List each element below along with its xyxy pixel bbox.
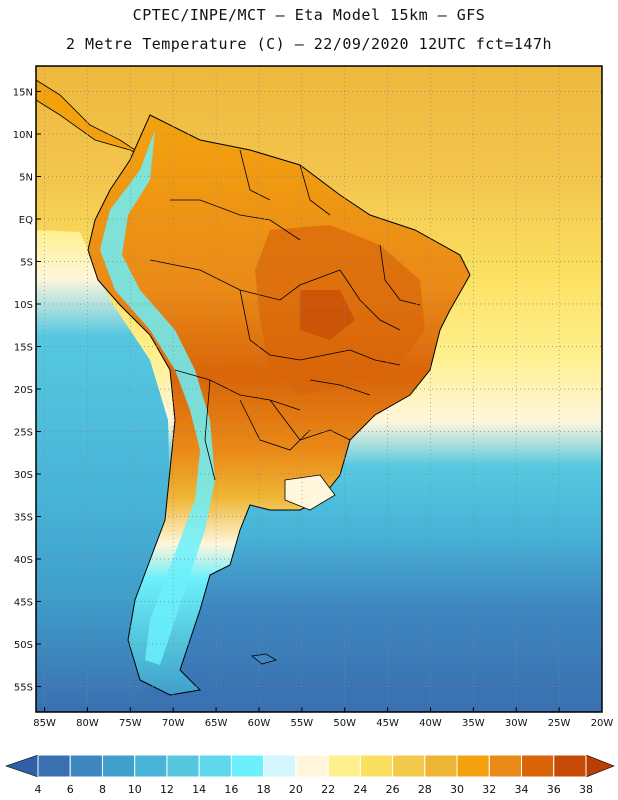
colorbar-labels: 4 6 8 10 12 14 16 18 20 22 24 26 28 30 32 34 36 38 — [35, 783, 594, 796]
colorbar-label: 14 — [192, 783, 206, 796]
colorbar-swatch — [134, 754, 168, 778]
colorbar-swatch — [166, 754, 200, 778]
falkland-islands — [251, 653, 277, 665]
colorbar-label: 24 — [353, 783, 367, 796]
colorbar-label: 16 — [224, 783, 238, 796]
colorbar-swatch — [424, 754, 458, 778]
lon-label: 70W — [162, 718, 185, 729]
map-title-line-1: CPTEC/INPE/MCT – Eta Model 15km – GFS — [132, 6, 486, 24]
lat-label: 5S — [20, 258, 33, 269]
lon-label: 55W — [291, 718, 314, 729]
colorbar-label: 32 — [482, 783, 496, 796]
map-frame — [35, 65, 603, 713]
lon-label: 40W — [419, 718, 442, 729]
map-title-line-2: 2 Metre Temperature (C) – 22/09/2020 12U… — [65, 35, 553, 53]
colorbar-swatch — [295, 754, 329, 778]
lat-label: 15S — [14, 343, 33, 354]
colorbar-label: 6 — [67, 783, 74, 796]
graticule — [36, 66, 603, 712]
longitude-labels: 85W 80W 75W 70W 65W 60W 55W 50W 45W 40W 35W 30W 25W 2… — [33, 718, 613, 729]
lat-label: 55S — [14, 683, 33, 694]
lat-label: EQ — [19, 215, 33, 226]
andes-ridge — [100, 130, 215, 665]
colorbar-label: 20 — [289, 783, 303, 796]
colorbar-swatch — [327, 754, 361, 778]
pacific-cold-water — [36, 230, 170, 712]
lon-label: 35W — [462, 718, 485, 729]
lat-label: 30S — [14, 470, 33, 481]
latitude-labels: 15N 10N 5N EQ 5S 10S 15S 20S 25S 30S 35S 40S 45S 50S 5… — [13, 88, 33, 694]
colorbar-label: 36 — [547, 783, 561, 796]
lon-label: 60W — [248, 718, 271, 729]
colorbar-swatch — [69, 754, 103, 778]
lon-label: 45W — [376, 718, 399, 729]
lon-label: 85W — [33, 718, 56, 729]
lat-label: 50S — [14, 640, 33, 651]
lat-label: 20S — [14, 385, 33, 396]
lon-label: 75W — [119, 718, 142, 729]
lat-label: 35S — [14, 513, 33, 524]
colorbar-swatch — [553, 754, 587, 778]
country-borders — [149, 149, 421, 481]
colorbar — [5, 754, 615, 778]
lat-label: 10S — [14, 300, 33, 311]
lon-label: 50W — [333, 718, 356, 729]
lat-label: 25S — [14, 428, 33, 439]
colorbar-swatch — [521, 754, 555, 778]
colorbar-swatch — [359, 754, 394, 778]
colorbar-label: 8 — [99, 783, 106, 796]
colorbar-swatch — [456, 754, 490, 778]
colorbar-label: 28 — [418, 783, 432, 796]
colorbar-label: 26 — [386, 783, 400, 796]
colorbar-label: 4 — [35, 783, 42, 796]
lat-label: 40S — [14, 555, 33, 566]
colorbar-label: 18 — [257, 783, 271, 796]
colorbar-arrow-high — [585, 754, 615, 778]
lon-label: 65W — [205, 718, 228, 729]
lon-label: 20W — [591, 718, 614, 729]
colorbar-swatch — [392, 754, 426, 778]
colorbar-arrow-low — [5, 754, 39, 778]
colorbar-swatch — [37, 754, 71, 778]
colorbar-label: 34 — [515, 783, 529, 796]
colorbar-swatch — [101, 754, 136, 778]
lon-label: 25W — [548, 718, 571, 729]
colorbar-label: 38 — [579, 783, 593, 796]
colorbar-label: 22 — [321, 783, 335, 796]
colorbar-swatch — [488, 754, 523, 778]
uruguay-pale-region — [284, 474, 336, 511]
colorbar-swatch — [230, 754, 265, 778]
colorbar-label: 10 — [128, 783, 142, 796]
lat-label: 5N — [19, 173, 33, 184]
lon-label: 30W — [505, 718, 528, 729]
colorbar-swatch — [198, 754, 232, 778]
lat-label: 45S — [14, 598, 33, 609]
hottest-core — [300, 290, 355, 340]
lat-label: 15N — [13, 88, 33, 99]
lon-label: 80W — [76, 718, 99, 729]
colorbar-label: 12 — [160, 783, 174, 796]
lat-label: 10N — [13, 130, 33, 141]
colorbar-label: 30 — [450, 783, 464, 796]
colorbar-swatch — [263, 754, 297, 778]
